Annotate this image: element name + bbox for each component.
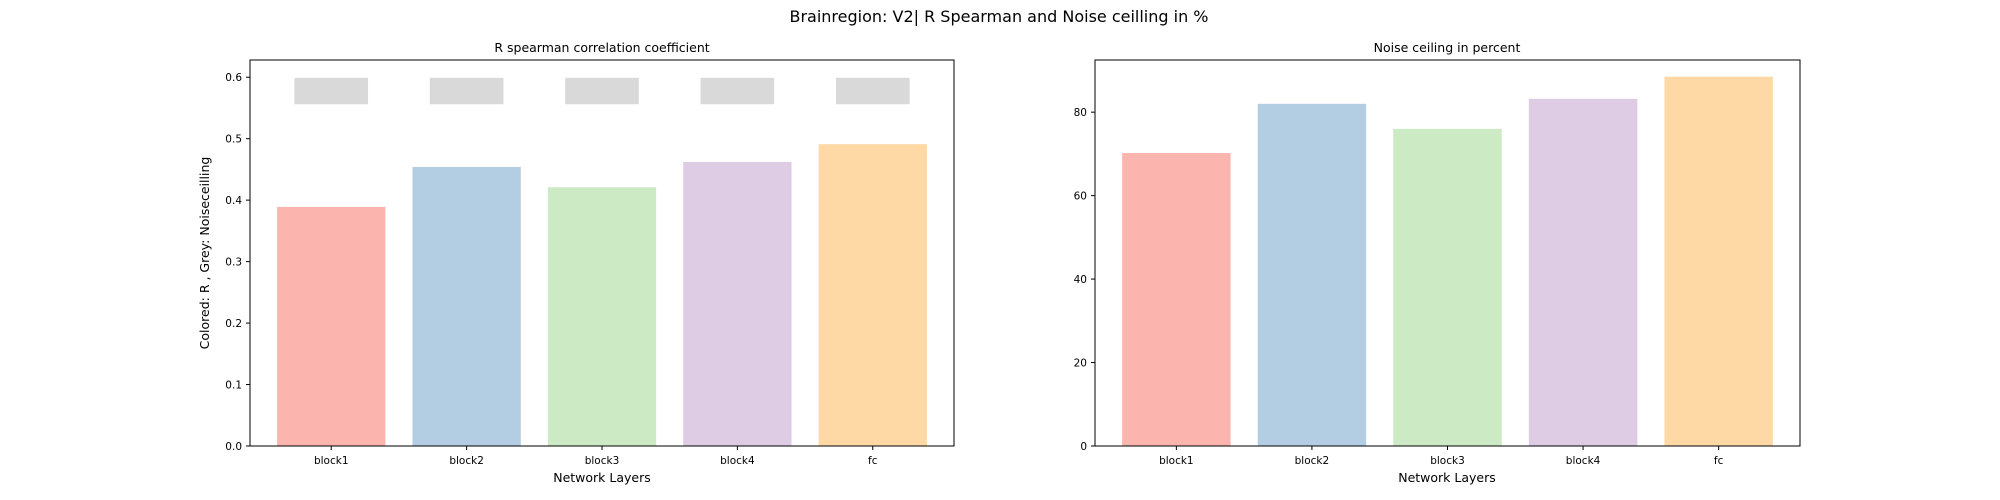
bar-block3: [547, 187, 657, 447]
y-tick-label: 0.2: [225, 318, 242, 330]
y-axis-label: Colored: R , Grey: Noiseceilling: [197, 157, 212, 350]
x-axis-label: Network Layers: [553, 470, 651, 485]
y-tick-label: 80: [1074, 107, 1087, 119]
noise-ceiling-fc: [835, 77, 910, 105]
axes-frame: [1094, 59, 1801, 447]
x-tick-label: block4: [1566, 455, 1601, 467]
noise-ceiling-block1: [294, 77, 369, 105]
y-tick-label: 60: [1074, 191, 1087, 203]
x-tick-label: block1: [1159, 455, 1194, 467]
bar-fc: [818, 144, 927, 446]
y-tick-label: 0: [1080, 441, 1087, 453]
x-tick-label: block3: [1430, 455, 1465, 467]
y-tick-label: 20: [1074, 358, 1087, 370]
bar-fc: [1664, 76, 1773, 446]
y-tick-label: 0.6: [225, 72, 242, 84]
bar-block4: [1528, 98, 1638, 446]
bar-block1: [1122, 153, 1231, 446]
y-tick-label: 0.0: [225, 441, 242, 453]
x-tick-label: block1: [314, 455, 349, 467]
chart-title: R spearman correlation coefficient: [494, 40, 709, 55]
y-tick-label: 0.3: [225, 257, 242, 269]
bar-block4: [683, 162, 792, 446]
noise-ceiling-block2: [429, 77, 504, 105]
x-tick-label: fc: [1714, 455, 1724, 467]
y-tick-label: 0.4: [225, 195, 242, 207]
x-tick-label: fc: [868, 455, 878, 467]
x-tick-label: block2: [449, 455, 484, 467]
chart-marks: block1 block2 block3 block4 fc 0.0 0.1 0.2 0.3 0.…: [225, 72, 927, 467]
x-tick-label: block4: [720, 455, 755, 467]
bar-block1: [277, 206, 386, 446]
y-tick-label: 0.1: [225, 380, 242, 392]
x-tick-label: block2: [1295, 455, 1330, 467]
chart-marks: block1 block2 block3 block4 fc 0 20 40 60 80: [1074, 76, 1773, 467]
chart-title: Noise ceiling in percent: [1374, 40, 1521, 55]
bar-block3: [1393, 128, 1502, 446]
bar-block2: [1257, 103, 1367, 446]
chart-r-spearman: R spearman correlation coefficient block…: [197, 40, 955, 485]
axes-frame: [249, 59, 955, 447]
y-tick-label: 40: [1074, 274, 1087, 286]
x-axis-label: Network Layers: [1398, 470, 1496, 485]
bar-block2: [412, 166, 521, 446]
noise-ceiling-block4: [700, 77, 775, 105]
chart-noise-ceiling: Noise ceiling in percent block1 block2 blo…: [1074, 40, 1801, 485]
y-tick-label: 0.5: [225, 134, 242, 146]
figure-title: Brainregion: V2| R Spearman and Noise ce…: [789, 7, 1208, 26]
noise-ceiling-block3: [565, 77, 639, 105]
x-tick-label: block3: [585, 455, 620, 467]
